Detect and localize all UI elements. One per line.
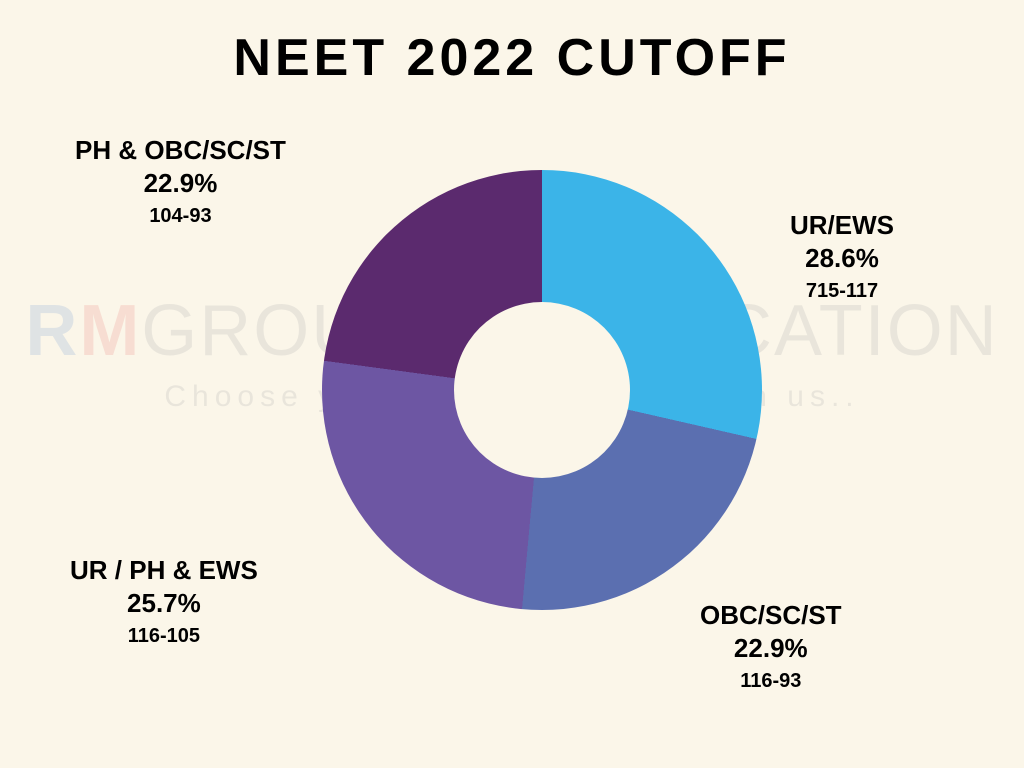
slice-range: 715-117 <box>790 280 894 303</box>
slice-range: 116-93 <box>700 670 842 693</box>
slice-range: 104-93 <box>75 205 286 228</box>
slice-category: UR/EWS <box>790 210 894 241</box>
slice-percent: 22.9% <box>700 633 842 664</box>
slice-percent: 22.9% <box>75 168 286 199</box>
page-title: NEET 2022 CUTOFF <box>0 28 1024 88</box>
slice-category: UR / PH & EWS <box>70 555 258 586</box>
slice-label-ph-obc-sc-st: PH & OBC/SC/ST 22.9% 104-93 <box>75 135 286 228</box>
canvas: NEET 2022 CUTOFF RMGROUP OF EDUCATION Ch… <box>0 0 1024 768</box>
slice-label-ur-ews: UR/EWS 28.6% 715-117 <box>790 210 894 303</box>
slice-category: PH & OBC/SC/ST <box>75 135 286 166</box>
donut-hole <box>454 302 630 478</box>
watermark-m: M <box>79 291 141 371</box>
slice-label-obc-sc-st: OBC/SC/ST 22.9% 116-93 <box>700 600 842 693</box>
slice-category: OBC/SC/ST <box>700 600 842 631</box>
watermark-r: R <box>25 291 79 371</box>
slice-range: 116-105 <box>70 625 258 648</box>
donut-chart <box>322 170 762 610</box>
slice-percent: 28.6% <box>790 243 894 274</box>
slice-label-ur-ph-ews: UR / PH & EWS 25.7% 116-105 <box>70 555 258 648</box>
slice-percent: 25.7% <box>70 588 258 619</box>
